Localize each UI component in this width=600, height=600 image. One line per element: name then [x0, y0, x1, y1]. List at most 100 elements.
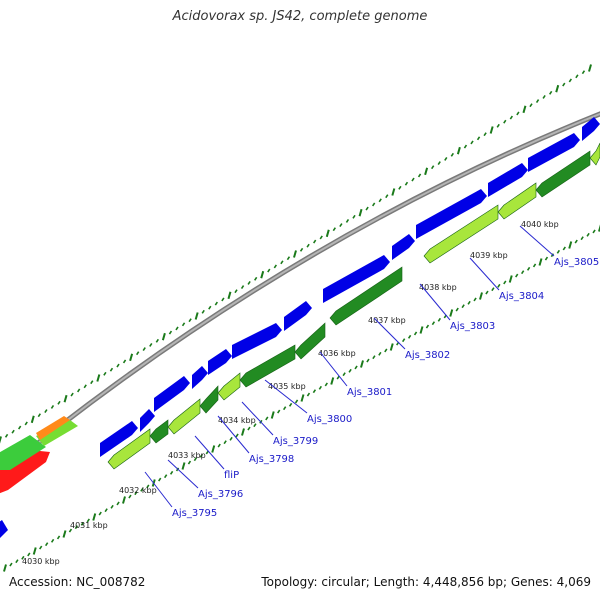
inner-tick: [229, 436, 233, 441]
inner-tick: [74, 525, 79, 530]
gene-label[interactable]: Ajs_3800: [307, 414, 352, 425]
inner-tick: [366, 358, 370, 363]
inner-tick: [580, 236, 584, 241]
inner-tick: [199, 453, 204, 458]
kbp-label: 4032 kbp: [119, 486, 157, 495]
inner-tick: [544, 256, 549, 261]
map-title: Acidovorax sp. JS42, complete genome: [172, 9, 428, 24]
gene-label[interactable]: Ajs_3795: [172, 508, 217, 519]
inner-tick: [508, 275, 513, 283]
inner-tick: [586, 232, 590, 237]
reverse-gene-arrow: [217, 372, 241, 401]
outer-tick: [529, 103, 533, 108]
forward-gene-arrow: [488, 163, 528, 197]
inner-tick: [98, 511, 102, 516]
inner-tick: [485, 290, 489, 295]
outer-tick: [535, 99, 540, 104]
outer-tick: [456, 146, 461, 155]
inner-tick: [169, 470, 174, 475]
gene-label-leader: [319, 351, 348, 387]
outer-tick: [103, 371, 107, 376]
outer-tick: [240, 285, 245, 290]
reverse-gene-arrow: [497, 182, 537, 220]
reverse-gene-arrow: [167, 398, 201, 435]
reverse-gene-arrow: [149, 419, 169, 444]
left-features: [0, 416, 78, 538]
gene-label[interactable]: Ajs_3803: [450, 321, 495, 332]
gene-label[interactable]: Ajs_3798: [249, 454, 294, 465]
outer-tick: [136, 351, 140, 356]
outer-tick: [306, 243, 310, 248]
outer-tick: [358, 208, 363, 217]
inner-tick: [318, 385, 323, 390]
tick-rings: [0, 64, 600, 572]
outer-tick: [411, 177, 415, 182]
outer-tick: [208, 305, 212, 310]
outer-tick: [149, 342, 153, 347]
forward-gene-arrow: [582, 117, 600, 141]
inner-tick: [562, 246, 566, 251]
outer-tick: [24, 421, 28, 426]
inner-tick: [104, 508, 108, 513]
forward-gene-arrow: [192, 366, 208, 389]
inner-tick: [503, 280, 507, 285]
inner-tick: [532, 263, 537, 268]
gene-label[interactable]: fliP: [224, 470, 239, 481]
orange-feature: [36, 416, 70, 440]
gene-label[interactable]: Ajs_3801: [347, 387, 392, 398]
inner-tick: [15, 559, 19, 564]
inner-tick: [473, 297, 477, 302]
forward-strand-genes: [100, 117, 600, 457]
outer-tick: [122, 359, 127, 364]
outer-tick: [476, 136, 481, 141]
lightgreen-feature: [36, 420, 78, 446]
kbp-label: 4030 kbp: [22, 557, 60, 566]
gene-label-leader: [373, 317, 406, 350]
inner-tick: [9, 562, 13, 567]
inner-tick: [27, 552, 31, 557]
accession-text: Accession: NC_008782: [9, 575, 146, 589]
inner-tick: [217, 443, 221, 448]
forward-gene-arrow: [323, 255, 390, 303]
outer-tick: [522, 105, 527, 114]
gene-label[interactable]: Ajs_3805: [554, 257, 599, 268]
blue-feature: [0, 520, 8, 538]
inner-tick: [407, 334, 412, 339]
outer-tick: [503, 119, 507, 124]
gene-label-leader: [469, 257, 500, 291]
inner-tick: [324, 382, 328, 387]
inner-tick: [592, 229, 596, 234]
outer-tick: [293, 250, 297, 258]
inner-tick: [140, 487, 144, 492]
outer-tick: [404, 181, 409, 186]
gene-labels: Ajs_3795 Ajs_3796 fliP Ajs_3798 Ajs_3799 Ajs_…: [144, 225, 599, 519]
inner-tick: [223, 440, 227, 445]
inner-tick: [128, 494, 132, 499]
outer-tick: [70, 392, 74, 397]
inner-tick: [116, 501, 120, 506]
outer-tick: [18, 425, 22, 430]
outer-tick: [352, 214, 356, 219]
inner-tick: [413, 331, 418, 336]
inner-tick: [44, 542, 49, 547]
outer-tick: [83, 384, 87, 389]
reverse-gene-arrow: [535, 150, 591, 198]
inner-tick: [497, 283, 501, 288]
inner-tick: [384, 348, 388, 353]
outer-tick: [260, 270, 265, 279]
outer-tick: [194, 312, 199, 320]
outer-tick: [4, 433, 9, 438]
forward-gene-arrow: [392, 234, 415, 260]
outer-tick: [339, 223, 343, 228]
inner-tick: [282, 406, 287, 411]
reverse-gene-arrow: [199, 385, 219, 414]
gene-label[interactable]: Ajs_3796: [198, 489, 243, 500]
inner-tick: [354, 365, 358, 370]
forward-gene-arrow: [284, 301, 312, 331]
gene-label[interactable]: Ajs_3804: [499, 291, 544, 302]
gene-label[interactable]: Ajs_3802: [405, 350, 450, 361]
gene-label[interactable]: Ajs_3799: [273, 436, 318, 447]
reverse-gene-arrow: [589, 142, 600, 166]
gene-label-leader: [519, 225, 555, 257]
